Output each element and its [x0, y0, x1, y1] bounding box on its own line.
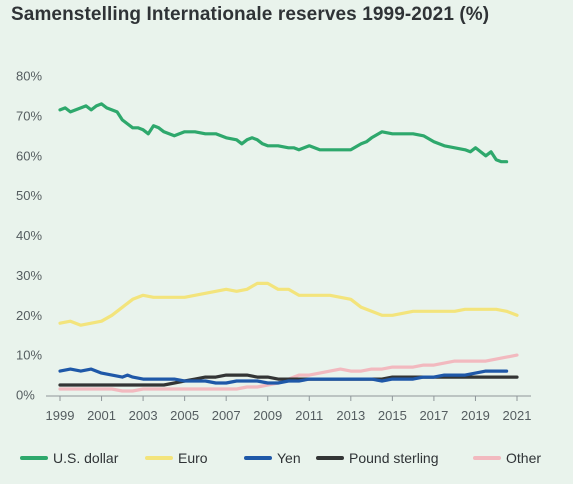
x-tick-label-1999: 1999 [46, 408, 75, 423]
x-tick-label-2005: 2005 [170, 408, 199, 423]
x-axis: 1999 2001 2003 2005 2007 2009 2011 2013 2015 2017… [46, 395, 532, 423]
series-layer [58, 102, 519, 393]
y-tick-label-80: 80% [16, 69, 42, 84]
x-tick-label-2001: 2001 [87, 408, 116, 423]
x-tick-label-2017: 2017 [419, 408, 448, 423]
y-tick-label-20: 20% [16, 308, 42, 323]
x-tick-label-2019: 2019 [461, 408, 490, 423]
y-tick-label-50: 50% [16, 188, 42, 203]
legend-label-u-s-dollar: U.S. dollar [53, 450, 119, 466]
y-tick-label-40: 40% [16, 228, 42, 243]
x-tick-label-2007: 2007 [212, 408, 241, 423]
x-tick-label-2003: 2003 [129, 408, 158, 423]
chart-title: Samenstelling Internationale reserves 19… [11, 4, 490, 25]
x-tick-label-2011: 2011 [295, 408, 323, 423]
legend-label-other: Other [506, 450, 541, 466]
y-axis: 0% 10% 20% 30% 40% 50% 60% 70% 80% [16, 69, 42, 403]
x-tick-label-2013: 2013 [336, 408, 365, 423]
series-line-euro [58, 281, 519, 327]
series-line-u-s-dollar [58, 102, 509, 164]
x-tick-label-2009: 2009 [253, 408, 282, 423]
series-line-yen [58, 367, 509, 385]
x-tick-label-2021: 2021 [503, 408, 532, 423]
y-tick-label-0: 0% [16, 388, 35, 403]
x-tick-label-2015: 2015 [378, 408, 407, 423]
legend-label-euro: Euro [178, 450, 208, 466]
y-tick-label-30: 30% [16, 268, 42, 283]
legend-label-yen: Yen [277, 450, 301, 466]
legend-label-pound-sterling: Pound sterling [349, 450, 439, 466]
y-tick-label-60: 60% [16, 148, 42, 163]
y-tick-label-10: 10% [16, 348, 42, 363]
y-tick-label-70: 70% [16, 108, 42, 123]
legend: U.S. dollar Euro Yen Pound sterling Other [20, 450, 541, 466]
